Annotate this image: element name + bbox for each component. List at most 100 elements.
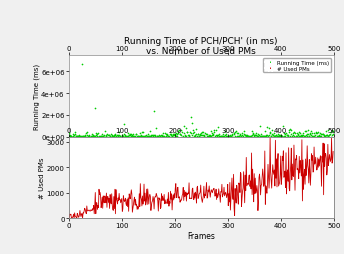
Point xyxy=(191,131,196,135)
Point xyxy=(144,135,150,139)
Point xyxy=(281,124,286,128)
Point xyxy=(256,133,261,137)
Point xyxy=(312,133,318,137)
Point xyxy=(75,134,80,138)
Point xyxy=(297,134,302,138)
Point xyxy=(251,135,257,139)
Point xyxy=(271,134,277,138)
Point xyxy=(122,123,127,127)
Point xyxy=(181,134,186,138)
Point xyxy=(214,134,220,138)
Point xyxy=(286,129,291,133)
Point xyxy=(162,132,168,136)
Point xyxy=(115,133,120,137)
Point xyxy=(184,127,189,131)
Point xyxy=(219,135,224,139)
Point xyxy=(261,135,267,139)
Point xyxy=(173,133,178,137)
Point xyxy=(288,135,293,139)
Point xyxy=(227,135,233,139)
Y-axis label: Running Time (ms): Running Time (ms) xyxy=(33,64,40,130)
Point xyxy=(91,134,96,138)
Point xyxy=(290,135,295,139)
Point xyxy=(305,133,311,137)
Point xyxy=(211,133,216,137)
Point xyxy=(76,135,82,139)
Point xyxy=(227,135,232,139)
Point xyxy=(319,132,324,136)
Point xyxy=(267,130,272,134)
Point xyxy=(117,134,122,138)
Point xyxy=(197,133,203,137)
Point xyxy=(270,133,276,137)
Point xyxy=(254,135,260,139)
Point xyxy=(254,134,259,138)
Point xyxy=(233,130,238,134)
Point xyxy=(273,134,278,138)
Point xyxy=(306,134,312,138)
Point xyxy=(300,132,306,136)
Point xyxy=(277,134,283,138)
Point xyxy=(74,135,79,139)
Point xyxy=(125,132,131,136)
Point xyxy=(158,134,164,138)
Point xyxy=(272,135,278,139)
Point xyxy=(153,135,159,139)
Point xyxy=(154,135,160,139)
Point xyxy=(99,133,104,137)
Point xyxy=(71,135,77,139)
Point xyxy=(145,135,150,139)
Point xyxy=(192,134,198,138)
Point xyxy=(321,133,326,137)
Point xyxy=(187,130,193,134)
Point xyxy=(116,133,121,137)
Point xyxy=(272,132,277,136)
Point xyxy=(150,133,156,137)
Point xyxy=(239,132,245,136)
Point xyxy=(326,133,332,137)
Point xyxy=(315,131,321,135)
Point xyxy=(128,133,133,137)
Point xyxy=(105,133,110,137)
Point xyxy=(203,133,209,137)
Point xyxy=(76,134,81,138)
Point xyxy=(132,135,137,139)
Point xyxy=(215,126,221,130)
Point xyxy=(69,135,74,139)
Point xyxy=(109,134,115,138)
Point xyxy=(200,133,205,137)
Point xyxy=(163,135,169,139)
Point xyxy=(133,133,139,137)
Point xyxy=(81,134,86,138)
Point xyxy=(130,133,135,137)
Point xyxy=(221,134,227,138)
Point xyxy=(127,132,132,136)
Point xyxy=(167,135,172,139)
Point xyxy=(88,134,93,138)
Point xyxy=(314,134,320,138)
Point xyxy=(223,133,228,137)
Point xyxy=(293,135,299,139)
Point xyxy=(273,134,279,138)
Point xyxy=(79,134,84,138)
Point xyxy=(303,130,309,134)
Point xyxy=(249,133,255,137)
Point xyxy=(105,134,111,138)
Point xyxy=(133,133,138,137)
Point xyxy=(143,134,149,138)
Point xyxy=(142,135,148,139)
Point xyxy=(308,133,314,137)
Point xyxy=(319,132,325,136)
Point xyxy=(66,135,72,139)
Point xyxy=(157,134,163,138)
Point xyxy=(212,128,217,132)
Point xyxy=(175,135,180,139)
Point xyxy=(292,135,297,139)
Point xyxy=(302,130,307,134)
Point xyxy=(280,135,286,139)
Point xyxy=(194,133,199,137)
Point xyxy=(115,134,121,138)
Point xyxy=(151,134,157,138)
Point xyxy=(203,132,208,136)
Point xyxy=(328,135,333,139)
